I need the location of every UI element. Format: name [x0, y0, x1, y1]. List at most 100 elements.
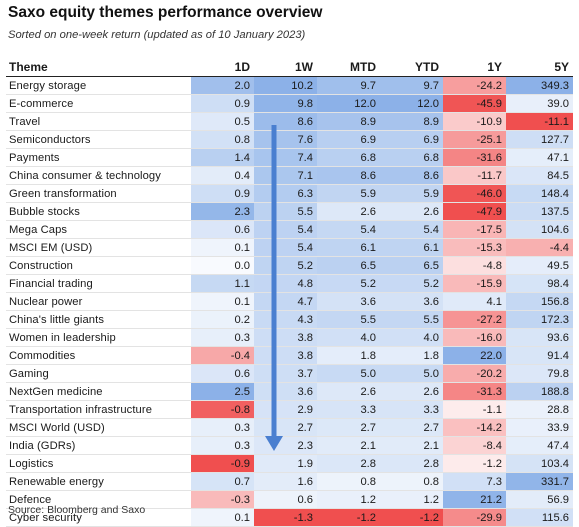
table-row[interactable]: China consumer & technology 0.4 7.1 8.6 8.6-… — [6, 166, 573, 185]
cell-1d: 0.8 — [191, 130, 254, 149]
cell-1y: -31.6 — [443, 148, 506, 167]
cell-1y: -17.5 — [443, 220, 506, 239]
table-row[interactable]: Transportation infrastructure -0.8 2.9 3.3 3… — [6, 400, 573, 419]
column-header-1w[interactable]: 1W — [254, 57, 317, 77]
cell-mtd: 5.9 — [317, 184, 380, 203]
cell-1w: 2.7 — [254, 418, 317, 437]
cell-1d: -0.8 — [191, 400, 254, 419]
cell-5y: 84.5 — [506, 166, 573, 185]
cell-theme: NextGen medicine — [6, 382, 191, 401]
cell-theme: Travel — [6, 112, 191, 131]
cell-5y: 137.5 — [506, 202, 573, 221]
cell-theme: E-commerce — [6, 94, 191, 113]
table-row[interactable]: Commodities -0.4 3.8 1.8 1.8 22.0 91.4 — [6, 346, 573, 365]
cell-1w: 2.3 — [254, 436, 317, 455]
cell-1y: -14.2 — [443, 418, 506, 437]
cell-mtd: 5.2 — [317, 274, 380, 293]
cell-mtd: 2.8 — [317, 454, 380, 473]
column-header-5y[interactable]: 5Y — [506, 57, 573, 77]
cell-1y: -29.9 — [443, 508, 506, 527]
column-header-1d[interactable]: 1D — [191, 57, 254, 77]
table-row[interactable]: MSCI World (USD) 0.3 2.7 2.7 2.7 -14.2 33.9 — [6, 418, 573, 437]
cell-5y: 47.4 — [506, 436, 573, 455]
cell-mtd: 0.8 — [317, 472, 380, 491]
cell-5y: -11.1 — [506, 112, 573, 131]
cell-5y: 33.9 — [506, 418, 573, 437]
table-row[interactable]: Mega Caps 0.6 5.4 5.4 5.4 -17.5 104.6 — [6, 220, 573, 239]
cell-theme: Payments — [6, 148, 191, 167]
cell-ytd: 2.6 — [380, 202, 443, 221]
cell-1w: 4.3 — [254, 310, 317, 329]
cell-1w: 5.2 — [254, 256, 317, 275]
cell-theme: Women in leadership — [6, 328, 191, 347]
cell-1w: 9.8 — [254, 94, 317, 113]
cell-theme: Defence — [6, 490, 191, 509]
cell-1w: 6.3 — [254, 184, 317, 203]
table-row[interactable]: Women in leadership 0.3 3.8 4.0 4.0 -16.0 93.6 — [6, 328, 573, 347]
cell-5y: 148.4 — [506, 184, 573, 203]
cell-1d: 1.4 — [191, 148, 254, 167]
cell-1d: 2.5 — [191, 382, 254, 401]
cell-ytd: 0.8 — [380, 472, 443, 491]
cell-mtd: 8.6 — [317, 166, 380, 185]
cell-ytd: 9.7 — [380, 76, 443, 95]
table-row[interactable]: MSCI EM (USD) 0.1 5.4 6.1 6.1 -15.3 -4.4 — [6, 238, 573, 257]
cell-1d: 0.2 — [191, 310, 254, 329]
cell-1d: 0.4 — [191, 166, 254, 185]
cell-1y: 21.2 — [443, 490, 506, 509]
cell-1y: -11.7 — [443, 166, 506, 185]
cell-1w: 5.4 — [254, 220, 317, 239]
table-row[interactable]: Financial trading 1.1 4.8 5.2 5.2 -15.9 98.4 — [6, 274, 573, 293]
table-row[interactable]: Semiconductors 0.8 7.6 6.9 6.9 -25.1 127.7 — [6, 130, 573, 149]
column-header-ytd[interactable]: YTD — [380, 57, 443, 77]
table-row[interactable]: Bubble stocks 2.3 5.5 2.6 2.6 -47.9 137.5 — [6, 202, 573, 221]
cell-5y: 79.8 — [506, 364, 573, 383]
cell-1y: -25.1 — [443, 130, 506, 149]
cell-5y: 127.7 — [506, 130, 573, 149]
cell-1w: 3.8 — [254, 328, 317, 347]
cell-5y: 156.8 — [506, 292, 573, 311]
table-row[interactable]: India (GDRs) 0.3 2.3 2.1 2.1 -8.4 47.4 — [6, 436, 573, 455]
table-row[interactable]: Construction 0.0 5.2 6.5 6.5 -4.8 49.5 — [6, 256, 573, 275]
table-row[interactable]: E-commerce 0.9 9.8 12.0 12.0 -45.9 39.0 — [6, 94, 573, 113]
table-row[interactable]: China's little giants 0.2 4.3 5.5 5.5 -27.2 17… — [6, 310, 573, 329]
table-row[interactable]: Defence -0.3 0.6 1.2 1.2 21.2 56.9 — [6, 490, 573, 509]
table-row[interactable]: NextGen medicine 2.5 3.6 2.6 2.6 -31.3 188.8 — [6, 382, 573, 401]
cell-ytd: 1.2 — [380, 490, 443, 509]
cell-ytd: 8.9 — [380, 112, 443, 131]
cell-1y: -1.2 — [443, 454, 506, 473]
cell-5y: 98.4 — [506, 274, 573, 293]
cell-ytd: 2.6 — [380, 382, 443, 401]
cell-5y: 47.1 — [506, 148, 573, 167]
table-row[interactable]: Renewable energy 0.7 1.6 0.8 0.8 7.3 331.7 — [6, 472, 573, 491]
column-header-theme[interactable]: Theme — [6, 57, 191, 77]
cell-theme: Bubble stocks — [6, 202, 191, 221]
column-header-1y[interactable]: 1Y — [443, 57, 506, 77]
table-row[interactable]: Logistics -0.9 1.9 2.8 2.8 -1.2 103.4 — [6, 454, 573, 473]
cell-ytd: 5.0 — [380, 364, 443, 383]
cell-5y: 93.6 — [506, 328, 573, 347]
cell-1y: -27.2 — [443, 310, 506, 329]
cell-ytd: 2.8 — [380, 454, 443, 473]
cell-1d: 0.3 — [191, 328, 254, 347]
cell-1w: 4.7 — [254, 292, 317, 311]
cell-theme: Energy storage — [6, 76, 191, 95]
cell-mtd: 9.7 — [317, 76, 380, 95]
cell-1y: -31.3 — [443, 382, 506, 401]
cell-mtd: 1.8 — [317, 346, 380, 365]
cell-theme: China's little giants — [6, 310, 191, 329]
table-row[interactable]: Nuclear power 0.1 4.7 3.6 3.6 4.1 156.8 — [6, 292, 573, 311]
table-row[interactable]: Green transformation 0.9 6.3 5.9 5.9 -46.0 148… — [6, 184, 573, 203]
cell-1d: -0.9 — [191, 454, 254, 473]
cell-5y: 172.3 — [506, 310, 573, 329]
column-header-mtd[interactable]: MTD — [317, 57, 380, 77]
cell-1w: 2.9 — [254, 400, 317, 419]
table-row[interactable]: Energy storage 2.0 10.2 9.7 9.7 -24.2 349.3 — [6, 76, 573, 95]
cell-ytd: 1.8 — [380, 346, 443, 365]
cell-ytd: 5.9 — [380, 184, 443, 203]
table-row[interactable]: Payments 1.4 7.4 6.8 6.8 -31.6 47.1 — [6, 148, 573, 167]
table-row[interactable]: Gaming 0.6 3.7 5.0 5.0 -20.2 79.8 — [6, 364, 573, 383]
table-row[interactable]: Travel 0.5 8.6 8.9 8.9 -10.9 -11.1 — [6, 112, 573, 131]
cell-theme: Logistics — [6, 454, 191, 473]
cell-5y: 349.3 — [506, 76, 573, 95]
